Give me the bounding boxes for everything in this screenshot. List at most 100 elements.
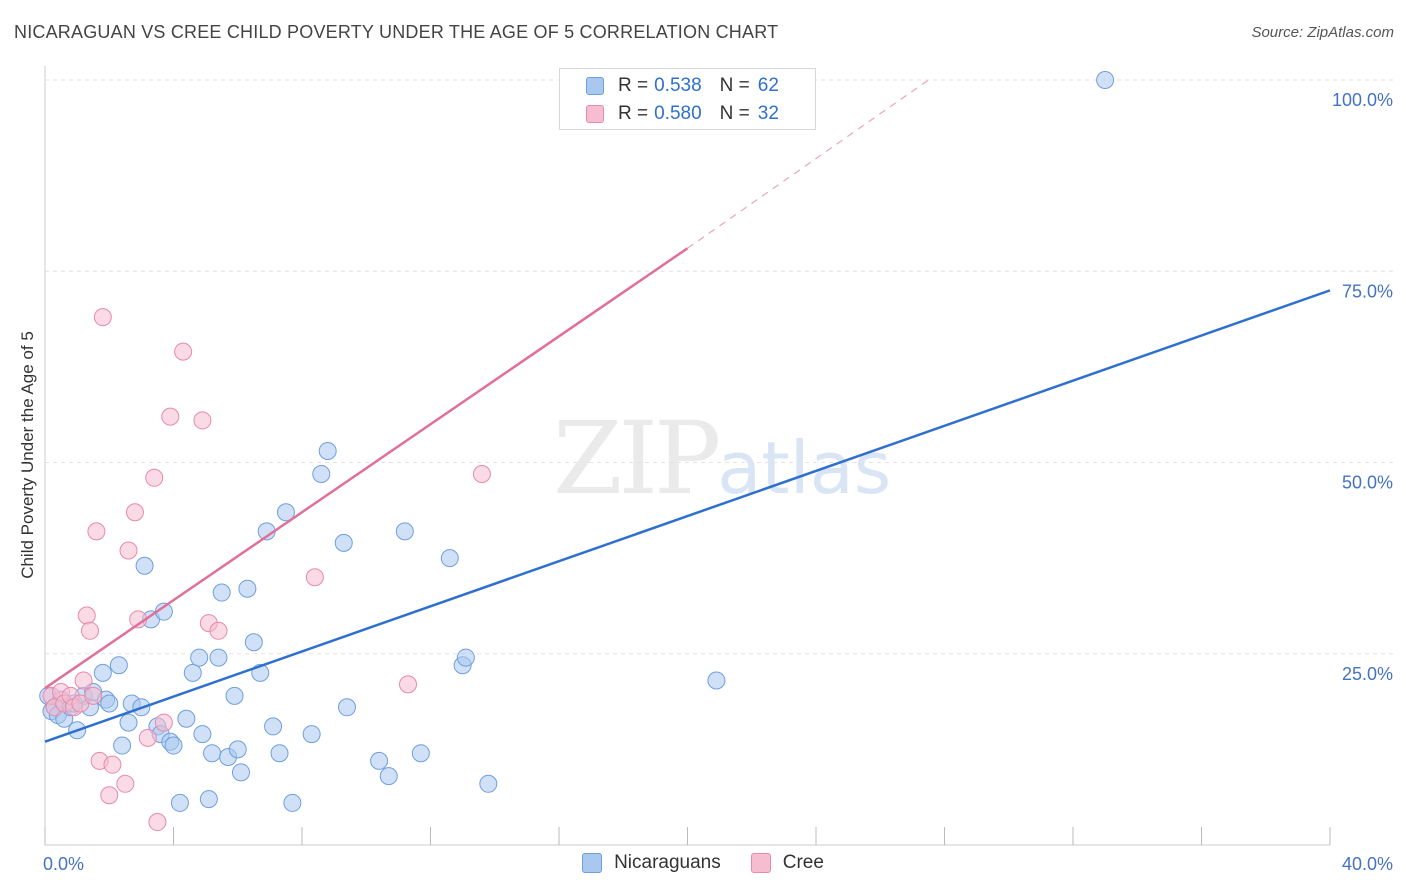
nicaraguans-point xyxy=(209,648,228,667)
cree-point xyxy=(138,728,157,747)
nicaraguans-point xyxy=(379,767,398,786)
cree-point xyxy=(125,503,144,522)
nicaraguans-point xyxy=(337,698,356,717)
cree-point xyxy=(193,411,212,430)
cree-point xyxy=(93,308,112,327)
watermark-zip: ZIP xyxy=(553,400,721,517)
nicaraguans-point xyxy=(440,549,459,568)
legend-row-cree: R = 0.580 N = 32 xyxy=(586,100,779,128)
cree-point xyxy=(116,774,135,793)
chart-title: NICARAGUAN VS CREE CHILD POVERTY UNDER T… xyxy=(14,22,779,42)
nicaraguans-point xyxy=(244,633,263,652)
cree-point xyxy=(161,407,180,426)
cree-point xyxy=(399,675,418,694)
cree-point xyxy=(87,522,106,541)
series-legend: Nicaraguans Cree xyxy=(0,852,1406,874)
nicaraguans-point xyxy=(203,744,222,763)
cree-point xyxy=(209,621,228,640)
series-label-nicaraguans: Nicaraguans xyxy=(614,852,721,873)
nicaraguans-point xyxy=(225,686,244,705)
y-tick-label: 75.0% xyxy=(1342,281,1393,301)
cree-point xyxy=(74,671,93,690)
y-axis-label: Child Poverty Under the Age of 5 xyxy=(18,331,37,579)
nicaraguans-point xyxy=(479,774,498,793)
nicaraguans-point xyxy=(270,744,289,763)
cree-point xyxy=(84,686,103,705)
nicaraguans-point xyxy=(199,790,218,809)
nicaraguans-point xyxy=(238,579,257,598)
nicaraguans-point xyxy=(395,522,414,541)
y-tick-label: 100.0% xyxy=(1332,90,1393,110)
y-tick-label: 50.0% xyxy=(1342,473,1393,493)
series-legend-cree[interactable]: Cree xyxy=(750,852,824,874)
x-tick-label-max: 40.0% xyxy=(1342,854,1393,874)
nicaraguans-point xyxy=(113,736,132,755)
series-swatch-pink xyxy=(750,853,771,873)
nicaraguans-point xyxy=(1096,71,1115,89)
nicaraguans-point xyxy=(411,744,430,763)
axis-labels: 25.0% 50.0% 75.0% 100.0% 0.0% 40.0% Child Pove… xyxy=(18,90,1393,874)
cree-point xyxy=(77,606,96,625)
cree-trend-line-extension xyxy=(687,79,929,249)
cree-trend-line xyxy=(44,247,689,690)
nicaraguans-points xyxy=(39,71,1115,812)
nicaraguans-point xyxy=(283,793,302,812)
nicaraguans-point xyxy=(183,663,202,682)
cree-point xyxy=(119,541,138,560)
legend-r-value: 0.538 xyxy=(654,75,702,96)
cree-point xyxy=(100,786,119,805)
nicaraguans-point xyxy=(707,671,726,690)
series-label-cree: Cree xyxy=(782,852,824,873)
nicaraguans-point xyxy=(302,725,321,744)
nicaraguans-point xyxy=(312,464,331,483)
nicaraguans-point xyxy=(109,656,128,675)
cree-point xyxy=(103,755,122,774)
axes xyxy=(44,66,1331,846)
nicaraguans-point xyxy=(370,751,389,770)
nicaraguans-point xyxy=(177,709,196,728)
cree-points xyxy=(42,308,491,832)
nicaraguans-point xyxy=(456,648,475,667)
nicaraguans-point xyxy=(264,717,283,736)
nicaraguans-point xyxy=(135,556,154,575)
cree-point xyxy=(80,621,99,640)
series-legend-nicaraguans[interactable]: Nicaraguans xyxy=(582,852,721,874)
nicaraguans-point xyxy=(164,736,183,755)
trend-lines xyxy=(44,79,1331,743)
legend-n-label: N = xyxy=(719,75,750,96)
legend-r-label: R = xyxy=(618,103,649,124)
gridlines xyxy=(45,79,1395,655)
x-tick-label-min: 0.0% xyxy=(43,854,84,874)
y-tick-label: 25.0% xyxy=(1342,664,1393,684)
cree-point xyxy=(148,813,167,832)
nicaraguans-point xyxy=(119,713,138,732)
nicaraguans-point xyxy=(190,648,209,667)
correlation-legend: R = 0.538 N = 62 R = 0.580 N = 32 xyxy=(559,68,816,130)
nicaraguans-point xyxy=(193,725,212,744)
legend-swatch-pink xyxy=(586,105,604,123)
nicaraguans-point xyxy=(334,533,353,552)
cree-point xyxy=(174,342,193,361)
nicaraguans-point xyxy=(228,740,247,759)
legend-swatch-blue xyxy=(586,77,604,95)
cree-point xyxy=(472,464,491,483)
nicaraguans-point xyxy=(170,793,189,812)
cree-point xyxy=(305,568,324,587)
series-swatch-blue xyxy=(582,853,603,873)
nicaraguans-point xyxy=(318,442,337,461)
legend-n-value: 32 xyxy=(757,103,779,124)
cree-point xyxy=(145,468,164,487)
nicaraguans-point xyxy=(276,503,295,522)
nicaraguans-point xyxy=(231,763,250,782)
nicaraguans-point xyxy=(100,694,119,713)
cree-point xyxy=(154,713,173,732)
legend-r-label: R = xyxy=(618,75,649,96)
legend-r-value: 0.580 xyxy=(654,103,702,124)
watermark: ZIPatlas xyxy=(553,400,891,517)
legend-n-value: 62 xyxy=(757,75,779,96)
nicaraguans-point xyxy=(212,583,231,602)
source-credit: Source: ZipAtlas.com xyxy=(1251,24,1394,41)
legend-row-nicaraguans: R = 0.538 N = 62 xyxy=(586,72,779,100)
legend-n-label: N = xyxy=(719,103,750,124)
